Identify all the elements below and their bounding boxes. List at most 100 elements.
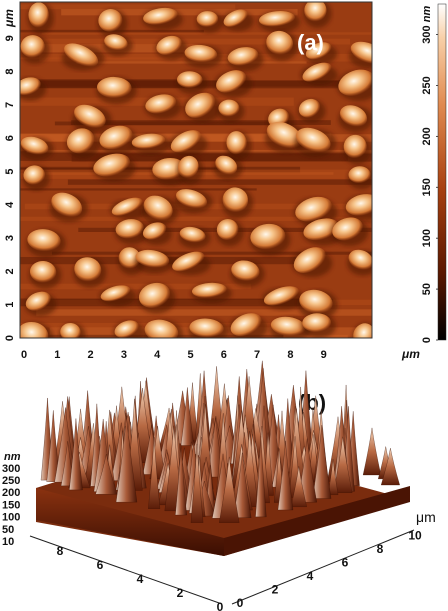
- grain: [225, 131, 252, 161]
- panel-a-y-axis: 0 1 2 3 4 5 6 7 8 9: [4, 35, 16, 341]
- grain: [221, 187, 254, 219]
- grain: [143, 319, 184, 338]
- grain: [178, 226, 211, 249]
- colorbar-tick-label: 50: [421, 283, 433, 295]
- colorbar-ticks: 0 50 100 150 200 250 300: [421, 25, 438, 343]
- scan-streak: [51, 251, 372, 255]
- surface-peak: [115, 415, 138, 503]
- grain: [300, 62, 338, 86]
- left-axis-tick-label: 4: [137, 572, 144, 586]
- panel-b-left-axis-line: [29, 535, 223, 605]
- grain: [183, 44, 223, 69]
- grain: [336, 69, 372, 101]
- panel-b-z-unit: nm: [4, 451, 21, 463]
- grain: [113, 320, 145, 338]
- grain: [190, 282, 232, 304]
- z-tick-label: 10: [2, 536, 14, 548]
- grain: [102, 34, 133, 57]
- panel-b-right-axis: 0 2 4 6 8 10: [237, 529, 422, 611]
- surface-peak: [219, 456, 240, 523]
- panel-b-right-axis-line: [231, 529, 415, 605]
- colorbar-tick-label: 100: [421, 229, 433, 247]
- grain: [348, 41, 372, 69]
- grain: [257, 11, 301, 33]
- scan-streak: [20, 4, 236, 10]
- y-tick-label: 8: [4, 69, 16, 75]
- panel-b-label: (b): [298, 390, 326, 415]
- right-axis-tick-label: 6: [342, 556, 349, 570]
- grain: [265, 30, 299, 61]
- grain: [49, 192, 89, 223]
- grain: [99, 285, 136, 307]
- grain: [20, 77, 47, 101]
- grain: [342, 134, 372, 165]
- grain: [352, 322, 372, 338]
- y-tick-label: 2: [4, 268, 16, 274]
- grain: [154, 35, 188, 61]
- z-tick-label: 150: [2, 499, 20, 511]
- scan-streak: [20, 38, 351, 45]
- grain: [141, 195, 179, 226]
- colorbar-tick-label: 300: [421, 25, 433, 43]
- y-tick-label: 7: [4, 102, 16, 108]
- y-tick-label: 4: [4, 201, 16, 208]
- surface-peak: [190, 443, 204, 523]
- colorbar-tick-label: 0: [421, 337, 433, 343]
- grain: [22, 165, 51, 191]
- surface-peak: [290, 466, 307, 507]
- right-axis-tick-label: 4: [307, 569, 314, 583]
- grain: [298, 289, 338, 320]
- grain: [20, 136, 54, 161]
- grain: [24, 291, 57, 316]
- afm-3d-surface: [36, 360, 410, 556]
- scan-streak: [20, 188, 257, 191]
- scan-streak: [36, 309, 372, 316]
- grain: [221, 9, 254, 32]
- z-tick-label: 250: [2, 475, 20, 487]
- grain: [134, 249, 175, 274]
- surface-peak: [380, 448, 400, 486]
- x-tick-label: 8: [287, 349, 293, 361]
- colorbar: [437, 3, 447, 341]
- grain: [98, 125, 139, 155]
- grain: [141, 222, 172, 246]
- grain: [174, 189, 213, 214]
- grain: [226, 47, 264, 72]
- scan-streak: [61, 9, 298, 16]
- grain: [330, 217, 369, 246]
- x-tick-label: 3: [121, 349, 127, 361]
- surface-peak: [197, 404, 214, 490]
- grain: [301, 313, 337, 338]
- grain: [65, 128, 100, 160]
- left-axis-tick-label: 2: [177, 586, 184, 600]
- surface-peak: [95, 454, 118, 495]
- grain: [338, 105, 372, 133]
- grain: [183, 92, 222, 123]
- surface-peak: [327, 459, 339, 495]
- y-tick-label: 5: [4, 168, 16, 174]
- surface-peak: [312, 425, 332, 499]
- surface-peak: [277, 440, 294, 511]
- grain: [291, 247, 333, 278]
- grain: [195, 11, 224, 34]
- y-tick-label: 3: [4, 235, 16, 241]
- grain: [297, 98, 326, 124]
- panel-b-x-unit: μm: [416, 509, 436, 525]
- z-tick-label: 50: [2, 524, 14, 536]
- grain: [344, 194, 372, 222]
- grain: [61, 43, 105, 71]
- grain: [95, 76, 137, 105]
- grain: [347, 249, 372, 276]
- surface-peak: [362, 427, 382, 476]
- grain: [217, 99, 245, 123]
- right-axis-tick-label: 2: [272, 583, 279, 597]
- surface-peak: [180, 387, 194, 446]
- x-tick-label: 1: [54, 349, 60, 361]
- surface-peak: [255, 436, 267, 518]
- grain: [137, 282, 176, 314]
- grain: [262, 286, 305, 310]
- surface-peak: [69, 418, 83, 491]
- grain: [28, 260, 62, 289]
- x-tick-label: 5: [187, 349, 193, 361]
